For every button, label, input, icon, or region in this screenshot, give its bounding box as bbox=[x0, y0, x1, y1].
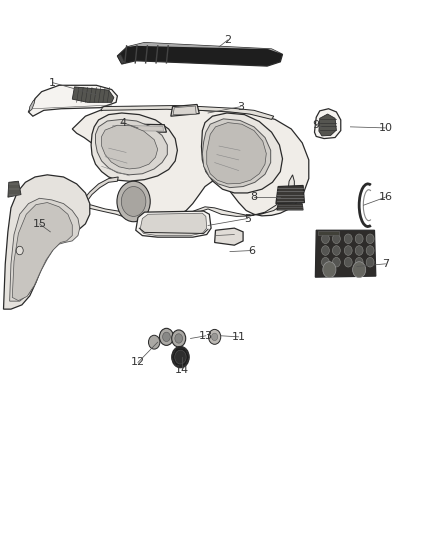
Circle shape bbox=[323, 262, 336, 278]
Text: 9: 9 bbox=[312, 120, 319, 130]
Polygon shape bbox=[74, 177, 118, 221]
Polygon shape bbox=[101, 106, 274, 119]
Polygon shape bbox=[95, 119, 167, 175]
Polygon shape bbox=[102, 125, 158, 169]
Polygon shape bbox=[112, 125, 163, 131]
Text: 7: 7 bbox=[382, 259, 389, 269]
Text: 13: 13 bbox=[199, 331, 213, 341]
Text: 1: 1 bbox=[49, 78, 56, 87]
Polygon shape bbox=[8, 181, 21, 197]
Circle shape bbox=[208, 329, 221, 344]
Text: 15: 15 bbox=[32, 219, 46, 229]
Circle shape bbox=[321, 234, 329, 244]
Circle shape bbox=[344, 234, 352, 244]
Polygon shape bbox=[215, 228, 243, 245]
Circle shape bbox=[355, 257, 363, 267]
Circle shape bbox=[366, 246, 374, 255]
Polygon shape bbox=[77, 175, 294, 221]
Text: 8: 8 bbox=[251, 192, 258, 202]
Polygon shape bbox=[91, 113, 177, 181]
Polygon shape bbox=[136, 211, 211, 237]
Circle shape bbox=[332, 234, 340, 244]
Polygon shape bbox=[29, 99, 35, 112]
Polygon shape bbox=[140, 213, 207, 236]
Polygon shape bbox=[276, 185, 304, 204]
Text: 5: 5 bbox=[244, 214, 251, 223]
Polygon shape bbox=[110, 124, 166, 132]
Polygon shape bbox=[277, 204, 303, 210]
Text: 2: 2 bbox=[224, 35, 231, 45]
Polygon shape bbox=[202, 119, 271, 188]
Text: 11: 11 bbox=[232, 332, 246, 342]
Text: 4: 4 bbox=[119, 118, 126, 127]
Circle shape bbox=[121, 187, 146, 216]
Circle shape bbox=[366, 257, 374, 267]
Circle shape bbox=[159, 328, 173, 345]
Polygon shape bbox=[72, 87, 114, 102]
Circle shape bbox=[117, 181, 150, 222]
Circle shape bbox=[175, 334, 183, 343]
Polygon shape bbox=[315, 230, 376, 277]
Circle shape bbox=[172, 330, 186, 347]
Circle shape bbox=[344, 246, 352, 255]
Circle shape bbox=[332, 257, 340, 267]
Circle shape bbox=[175, 350, 186, 364]
Polygon shape bbox=[72, 107, 309, 217]
Circle shape bbox=[321, 246, 329, 255]
Circle shape bbox=[172, 346, 189, 368]
Polygon shape bbox=[171, 104, 199, 116]
Polygon shape bbox=[207, 123, 266, 184]
Circle shape bbox=[148, 335, 160, 349]
Polygon shape bbox=[318, 231, 339, 235]
Text: 12: 12 bbox=[131, 358, 145, 367]
Circle shape bbox=[162, 332, 170, 342]
Polygon shape bbox=[314, 109, 341, 139]
Circle shape bbox=[344, 257, 352, 267]
Text: 16: 16 bbox=[378, 192, 392, 202]
Circle shape bbox=[366, 234, 374, 244]
Circle shape bbox=[355, 234, 363, 244]
Circle shape bbox=[212, 333, 218, 341]
Polygon shape bbox=[4, 175, 90, 309]
Text: 10: 10 bbox=[378, 123, 392, 133]
Polygon shape bbox=[10, 198, 80, 301]
Polygon shape bbox=[127, 43, 280, 53]
Polygon shape bbox=[12, 203, 72, 301]
Text: 3: 3 bbox=[237, 102, 244, 111]
Circle shape bbox=[16, 246, 23, 255]
Circle shape bbox=[332, 246, 340, 255]
Circle shape bbox=[353, 262, 366, 278]
Polygon shape bbox=[117, 54, 125, 64]
Circle shape bbox=[321, 257, 329, 267]
Polygon shape bbox=[28, 85, 117, 116]
Circle shape bbox=[355, 246, 363, 255]
Polygon shape bbox=[201, 113, 283, 193]
Polygon shape bbox=[319, 114, 336, 136]
Polygon shape bbox=[173, 106, 196, 115]
Polygon shape bbox=[117, 43, 283, 66]
Text: 14: 14 bbox=[175, 366, 189, 375]
Text: 6: 6 bbox=[248, 246, 255, 255]
